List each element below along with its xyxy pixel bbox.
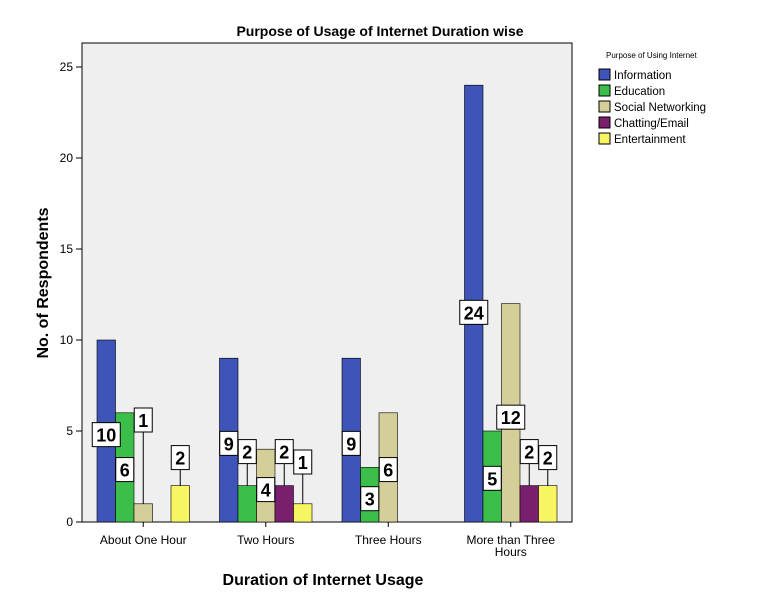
data-label-text: 1 [298,453,308,473]
data-label-box [237,439,257,465]
bar [519,485,539,523]
data-label-box [293,449,313,475]
data-label: 24 [459,299,489,325]
bar [133,503,153,523]
data-label: 2 [170,445,190,486]
chart-title: Purpose of Usage of Internet Duration wi… [236,23,523,39]
data-label-text: 10 [96,426,116,446]
bar [538,485,558,523]
data-label-box [133,407,153,433]
data-label: 3 [360,486,380,512]
data-label-text: 2 [242,443,252,463]
y-tick-label: 5 [66,424,73,438]
x-tick-label: About One Hour [100,533,187,547]
y-tick-label: 0 [66,515,73,529]
data-label-box [482,465,502,491]
bar [237,485,257,523]
data-label-text: 2 [175,449,185,469]
x-axis: About One Hour Two Hours Three Hours More t… [100,522,555,559]
y-tick-label: 20 [60,151,74,165]
y-tick-label: 15 [60,242,74,256]
legend-label: Entertainment [614,134,686,146]
legend-swatch [598,84,611,97]
data-label: 6 [115,457,135,483]
data-label-text: 6 [383,461,393,481]
legend: Purpose of Using Internet Information Edu… [598,51,706,146]
data-label-text: 2 [524,443,534,463]
data-label-text: 2 [279,443,289,463]
data-label-text: 9 [346,434,356,454]
legend-label: Information [614,70,672,82]
x-tick-label: Three Hours [355,533,422,547]
y-axis-title: No. of Respondents [35,207,52,358]
data-label: 4 [256,477,276,503]
data-label-text: 3 [365,490,375,510]
data-label-box [115,457,135,483]
legend-swatch [598,132,611,145]
data-label-text: 1 [138,411,148,431]
y-tick-label: 25 [60,60,74,74]
data-label-text: 24 [464,303,484,323]
data-label-box [496,404,526,430]
data-label-box [256,477,276,503]
bar [170,485,190,523]
data-label: 1 [133,407,153,504]
data-label-box [341,430,361,456]
x-tick-label: More than Three [467,533,556,547]
data-label: 9 [219,430,239,456]
data-label: 2 [538,445,558,486]
data-label-text: 5 [487,469,497,489]
data-label: 2 [237,439,257,486]
data-label: 12 [496,404,526,430]
data-label-box [91,422,121,448]
data-label-text: 12 [501,408,521,428]
legend-label: Social Networking [614,102,706,114]
legend-swatch [598,100,611,113]
data-label-text: 6 [120,461,130,481]
legend-title: Purpose of Using Internet [606,51,697,60]
x-tick-label: Hours [495,545,527,559]
bar [274,485,294,523]
data-label-box [170,445,190,471]
y-tick-label: 10 [60,333,74,347]
data-label: 6 [378,457,398,483]
data-label: 10 [91,422,121,448]
legend-label: Chatting/Email [614,118,689,130]
data-label-text: 2 [543,449,553,469]
data-label-text: 4 [261,481,271,501]
data-label-box [360,486,380,512]
legend-swatch [598,116,611,129]
data-label-box [538,445,558,471]
bar [293,503,313,523]
data-label: 5 [482,465,502,491]
data-label: 9 [341,430,361,456]
x-tick-label: Two Hours [237,533,294,547]
data-label-text: 9 [224,434,234,454]
legend-label: Education [614,86,665,98]
x-axis-title: Duration of Internet Usage [223,572,424,589]
data-label-box [459,299,489,325]
y-axis: 0 5 10 15 20 25 [60,43,83,529]
data-label: 1 [293,449,313,504]
data-label-box [378,457,398,483]
legend-swatch [598,68,611,81]
